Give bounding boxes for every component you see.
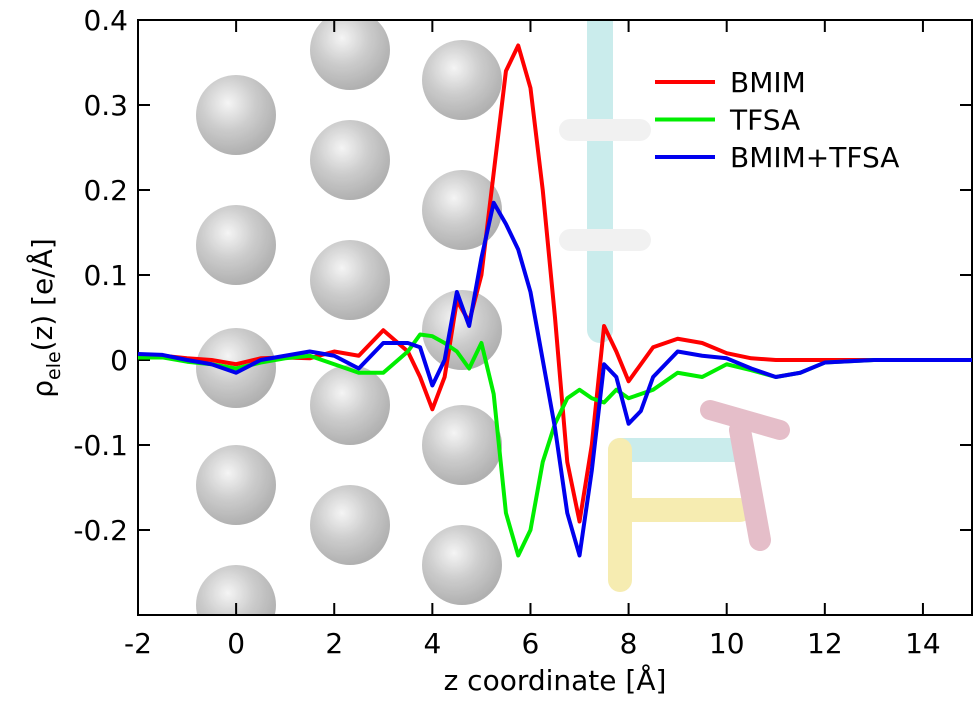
x-tick-label: 0: [227, 627, 245, 660]
legend-label: BMIM: [730, 66, 806, 99]
x-tick-label: 12: [807, 627, 843, 660]
x-tick-label: 10: [709, 627, 745, 660]
y-tick-label: 0: [110, 344, 128, 377]
y-label-rest: (z) [e/Å]: [25, 238, 59, 351]
x-tick-label: 8: [620, 627, 638, 660]
y-tick-label: 0.1: [83, 259, 128, 292]
plot-frame: [137, 19, 973, 616]
legend-label: BMIM+TFSA: [730, 141, 899, 174]
legend-label: TFSA: [729, 104, 800, 137]
y-tick-label: 0.2: [83, 174, 128, 207]
y-tick-label: 0.3: [83, 89, 128, 122]
x-tick-label: 4: [423, 627, 441, 660]
y-label-symbol: ρ: [26, 380, 59, 398]
x-tick-label: 6: [522, 627, 540, 660]
y-tick-label: -0.2: [73, 514, 128, 547]
x-tick-label: 2: [325, 627, 343, 660]
x-tick-label: -2: [124, 627, 152, 660]
y-tick-label: 0.4: [83, 4, 128, 37]
x-tick-label: 14: [905, 627, 941, 660]
data-line: [138, 332, 972, 558]
background-structure: [196, 20, 790, 615]
y-axis-label: ρele(z) [e/Å]: [25, 238, 65, 398]
x-axis-label: z coordinate [Å]: [444, 663, 667, 697]
y-label-subscript: ele: [43, 351, 65, 380]
data-line: [138, 200, 972, 558]
y-tick-label: -0.1: [73, 429, 128, 462]
